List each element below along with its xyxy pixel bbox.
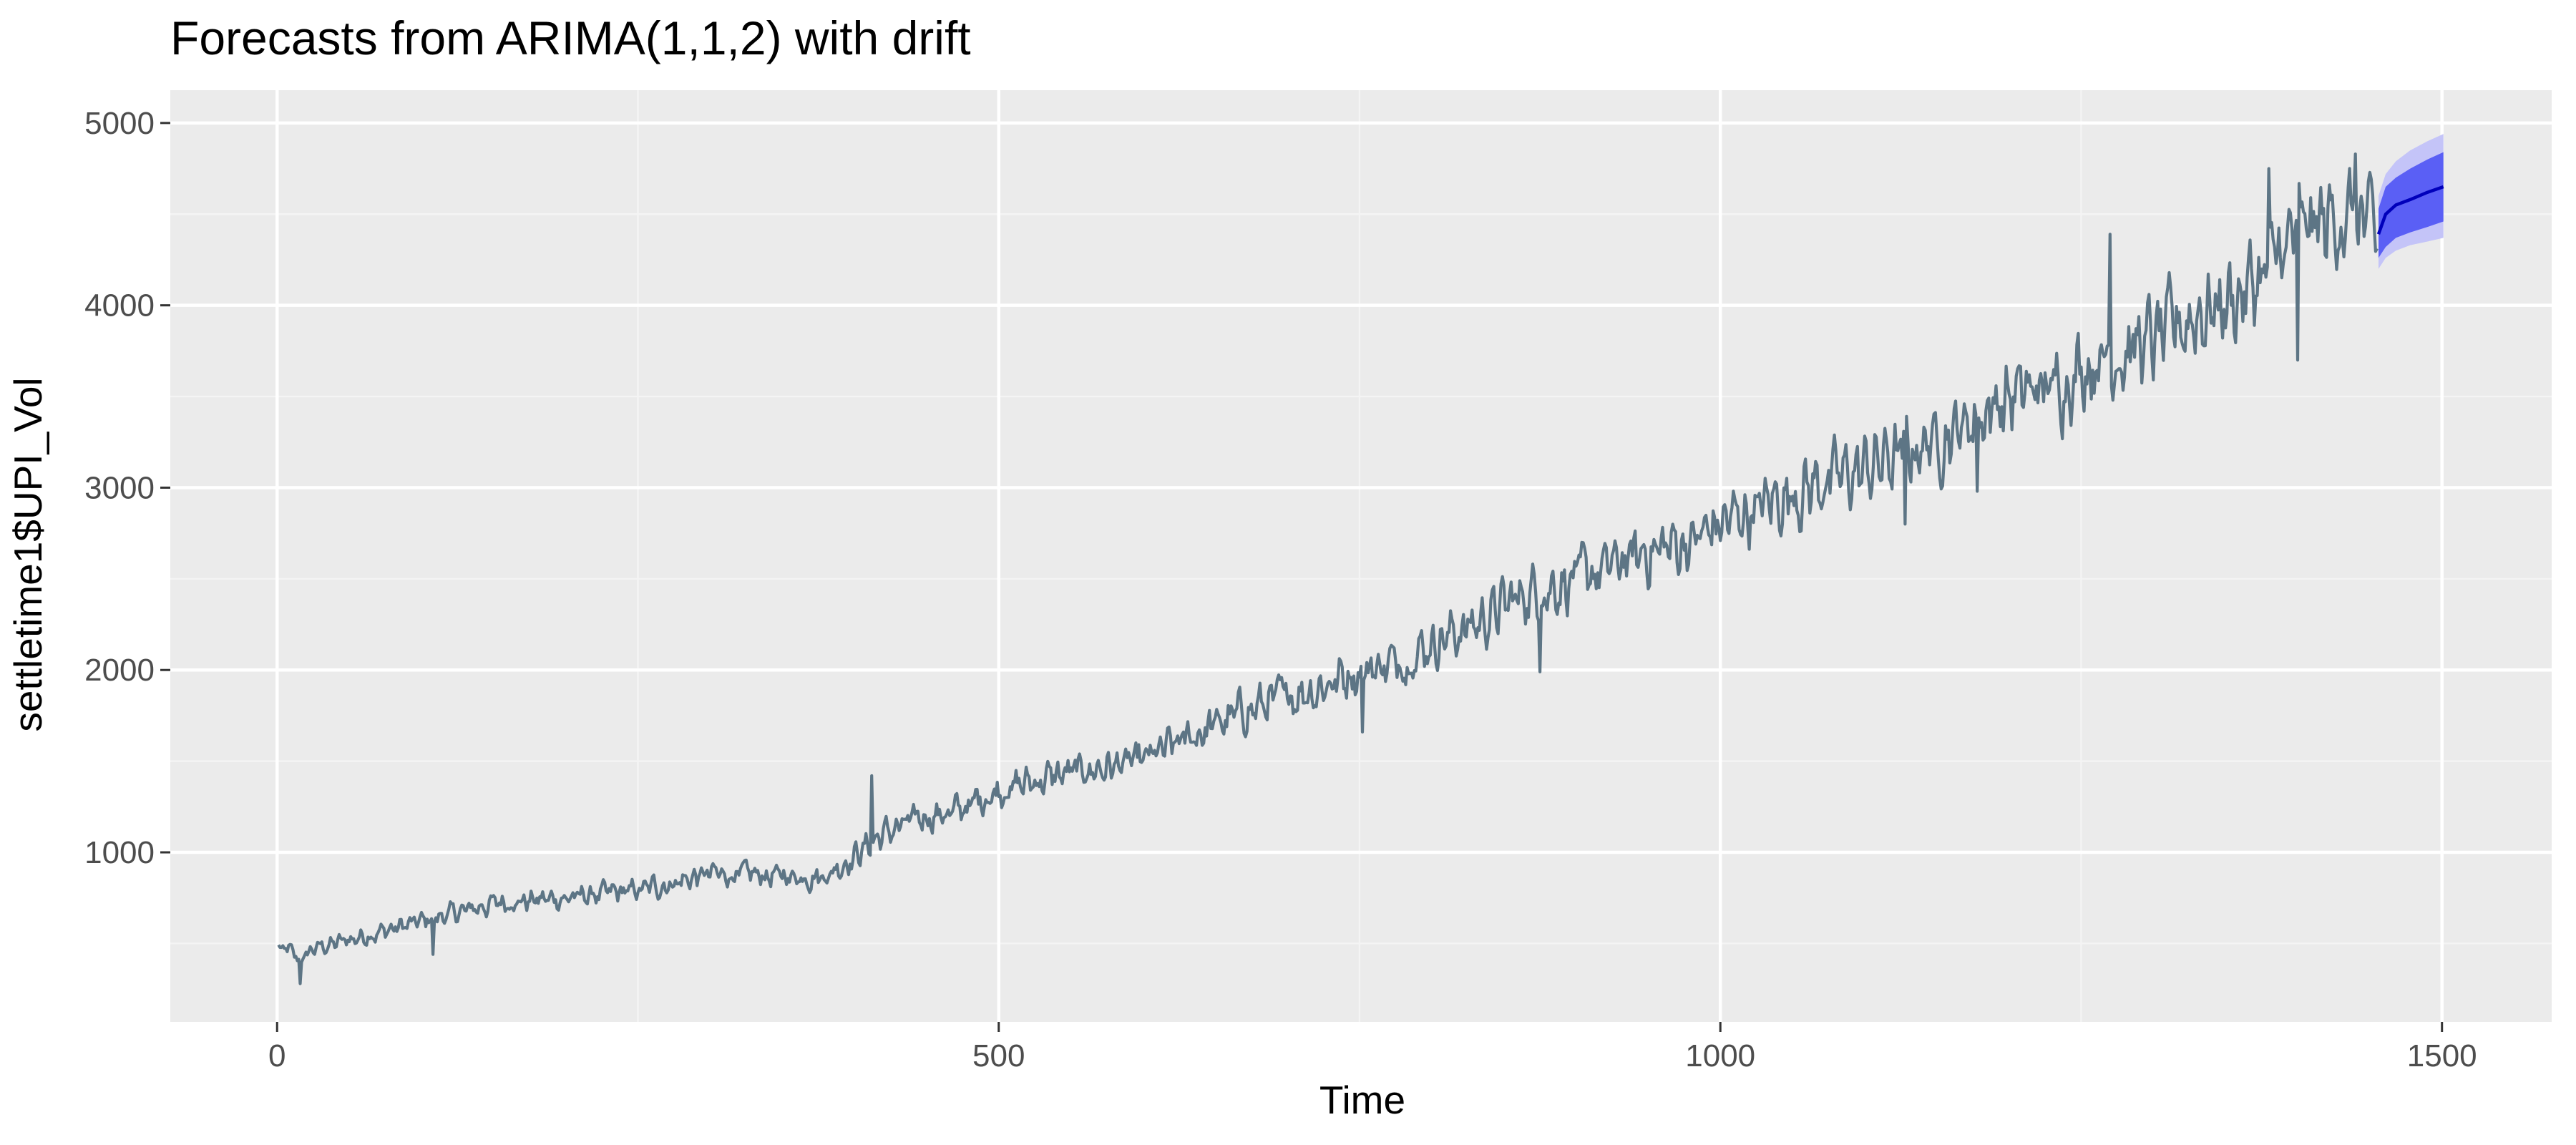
y-tick-label: 4000 (84, 288, 155, 323)
axis-ticks: 0 500 1000 1500 1000 2000 3000 4000 5000 (84, 106, 2477, 1073)
series-lines (277, 152, 2444, 985)
minor-gridlines (170, 90, 2552, 1022)
y-tick-label: 5000 (84, 106, 155, 141)
interval-band-80 (2379, 152, 2444, 258)
prediction-intervals (2379, 134, 2444, 269)
y-axis-title: settletime1$UPI_Vol (6, 377, 50, 731)
x-tick-label: 1000 (1685, 1038, 1755, 1073)
x-axis-title: Time (1319, 1078, 1405, 1122)
x-tick-label: 500 (972, 1038, 1025, 1073)
y-tick-label: 3000 (84, 470, 155, 505)
forecast-line (2376, 185, 2444, 235)
y-tick-label: 2000 (84, 653, 155, 688)
plot-panel (170, 90, 2552, 1022)
y-tick-label: 1000 (84, 835, 155, 870)
x-tick-label: 1500 (2407, 1038, 2477, 1073)
x-tick-label: 0 (268, 1038, 286, 1073)
chart-title: Forecasts from ARIMA(1,1,2) with drift (170, 11, 971, 64)
observed-series-line (277, 152, 2379, 985)
